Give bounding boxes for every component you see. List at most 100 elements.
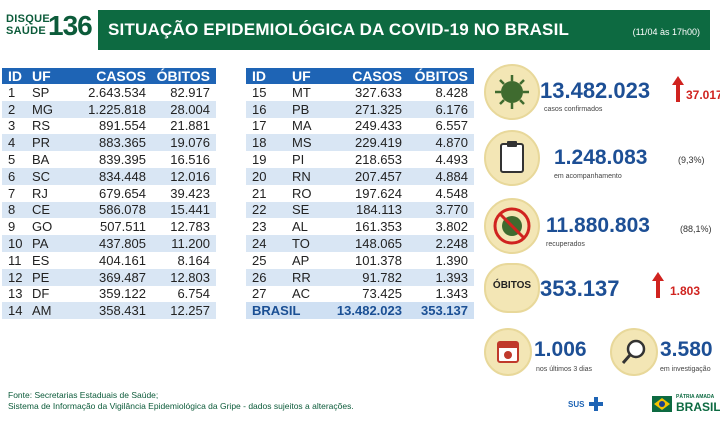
table-row: 16 PB 271.325 6.176 (246, 100, 474, 118)
row-id: 25 (252, 252, 267, 268)
row-casos: 249.433 (355, 118, 402, 134)
row-casos: 839.395 (99, 152, 146, 168)
states-table-left: ID UF CASOS ÓBITOS 1 SP 2.643.534 82.917 2 MG… (2, 68, 216, 320)
row-obitos: 12.783 (170, 219, 210, 235)
row-obitos: 15.441 (152, 201, 216, 219)
confirmed-value: 13.482.023 (540, 78, 651, 103)
government-logos: SUS PÁTRIA AMADA BRASIL (560, 392, 720, 416)
col-casos: CASOS (332, 68, 408, 84)
row-uf: RJ (32, 185, 48, 201)
row-obitos: 8.428 (435, 84, 468, 100)
clipboard-icon (484, 130, 540, 186)
row-casos: 2.643.534 (88, 84, 146, 100)
deaths-delta: 1.803 (670, 284, 701, 298)
last3-value: 1.006 (534, 338, 587, 361)
row-casos: 197.624 (355, 185, 402, 201)
row-casos: 91.782 (332, 268, 408, 286)
row-id: 2 (2, 100, 32, 118)
table-header: ID UF CASOS ÓBITOS (2, 68, 216, 84)
page-title: SITUAÇÃO EPIDEMIOLÓGICA DA COVID-19 NO B… (108, 20, 570, 39)
row-casos: 161.353 (355, 219, 402, 235)
table-row: 18 MS 229.419 4.870 (246, 134, 474, 152)
table-row: 21 RO 197.624 4.548 (246, 185, 474, 202)
row-uf: BA (32, 152, 50, 168)
row-obitos: 1.393 (408, 268, 474, 286)
total-casos: 13.482.023 (332, 302, 408, 320)
sus-cross-icon (589, 397, 603, 411)
confirmed-label: casos confirmados (544, 106, 603, 113)
col-casos: CASOS (72, 68, 152, 84)
col-uf: UF (292, 68, 332, 84)
row-casos: 271.325 (332, 100, 408, 118)
source-note: Fonte: Secretarias Estaduais de Saúde; S… (8, 390, 354, 412)
row-id: 8 (2, 201, 32, 219)
row-uf: AL (292, 219, 308, 235)
row-obitos: 6.754 (177, 286, 210, 302)
investigation-label: em investigação (660, 366, 711, 373)
row-casos: 404.161 (99, 252, 146, 268)
col-obitos: ÓBITOS (152, 68, 216, 84)
sus-logo: SUS (568, 400, 585, 409)
row-obitos: 19.076 (152, 134, 216, 152)
row-casos: 73.425 (362, 286, 402, 302)
table-row: 15 MT 327.633 8.428 (246, 84, 474, 101)
brand-line1: PÁTRIA AMADA (676, 394, 715, 400)
row-id: 23 (252, 219, 267, 235)
row-uf: TO (292, 235, 332, 252)
row-uf: AM (32, 302, 72, 320)
row-id: 4 (2, 134, 32, 152)
col-id: ID (246, 68, 292, 84)
row-casos: 834.448 (72, 167, 152, 185)
row-id: 12 (2, 268, 32, 286)
row-uf: MG (32, 100, 72, 118)
recovered-value: 11.880.803 (546, 214, 650, 237)
table-row: 25 AP 101.378 1.390 (246, 252, 474, 269)
row-uf: PB (292, 100, 332, 118)
row-uf: SP (32, 84, 50, 100)
row-uf: PA (32, 235, 72, 252)
row-casos: 507.511 (99, 219, 146, 235)
row-id: 15 (252, 84, 267, 100)
row-uf: ES (32, 252, 50, 268)
source-line1: Fonte: Secretarias Estaduais de Saúde; (8, 390, 159, 400)
table-row: 5 BA 839.395 16.516 (2, 151, 216, 168)
row-uf: RO (292, 185, 312, 201)
table-row: 8 CE 586.078 15.441 (2, 201, 216, 219)
row-id: 27 (252, 286, 267, 302)
calendar-icon-graphic (497, 341, 519, 363)
row-id: 11 (8, 252, 22, 268)
table-row: 23 AL 161.353 3.802 (246, 218, 474, 235)
row-obitos: 4.548 (435, 185, 468, 201)
followup-value: 1.248.083 (554, 146, 648, 169)
row-uf: PE (32, 268, 72, 286)
row-id: 26 (246, 268, 292, 286)
last3-label: nos últimos 3 dias (536, 366, 593, 373)
row-casos: 437.805 (72, 235, 152, 252)
col-id: ID (2, 68, 32, 84)
row-id: 14 (2, 302, 32, 320)
row-casos: 359.122 (99, 286, 146, 302)
row-obitos: 3.770 (408, 201, 474, 219)
row-uf: AP (292, 252, 310, 268)
row-id: 10 (2, 235, 32, 252)
deaths-badge-text: ÓBITOS (492, 280, 532, 291)
row-id: 5 (8, 152, 16, 168)
row-casos: 679.654 (99, 185, 146, 201)
logo-number: 136 (48, 10, 93, 41)
deaths-value: 353.137 (540, 276, 620, 301)
virus-icon (484, 64, 540, 120)
table-row: 14 AM 358.431 12.257 (2, 302, 216, 320)
table-row: 19 PI 218.653 4.493 (246, 151, 474, 168)
table-row: 22 SE 184.113 3.770 (246, 201, 474, 219)
row-uf: CE (32, 201, 72, 219)
row-casos: 369.487 (72, 268, 152, 286)
row-uf: PI (292, 152, 305, 168)
table-row: 7 RJ 679.654 39.423 (2, 185, 216, 202)
row-uf: AC (292, 286, 311, 302)
row-obitos: 6.176 (408, 100, 474, 118)
no-virus-icon (493, 207, 531, 245)
table-row: 9 GO 507.511 12.783 (2, 218, 216, 235)
row-uf: SE (292, 201, 332, 219)
row-casos: 148.065 (332, 235, 408, 252)
row-id: 18 (246, 134, 292, 152)
